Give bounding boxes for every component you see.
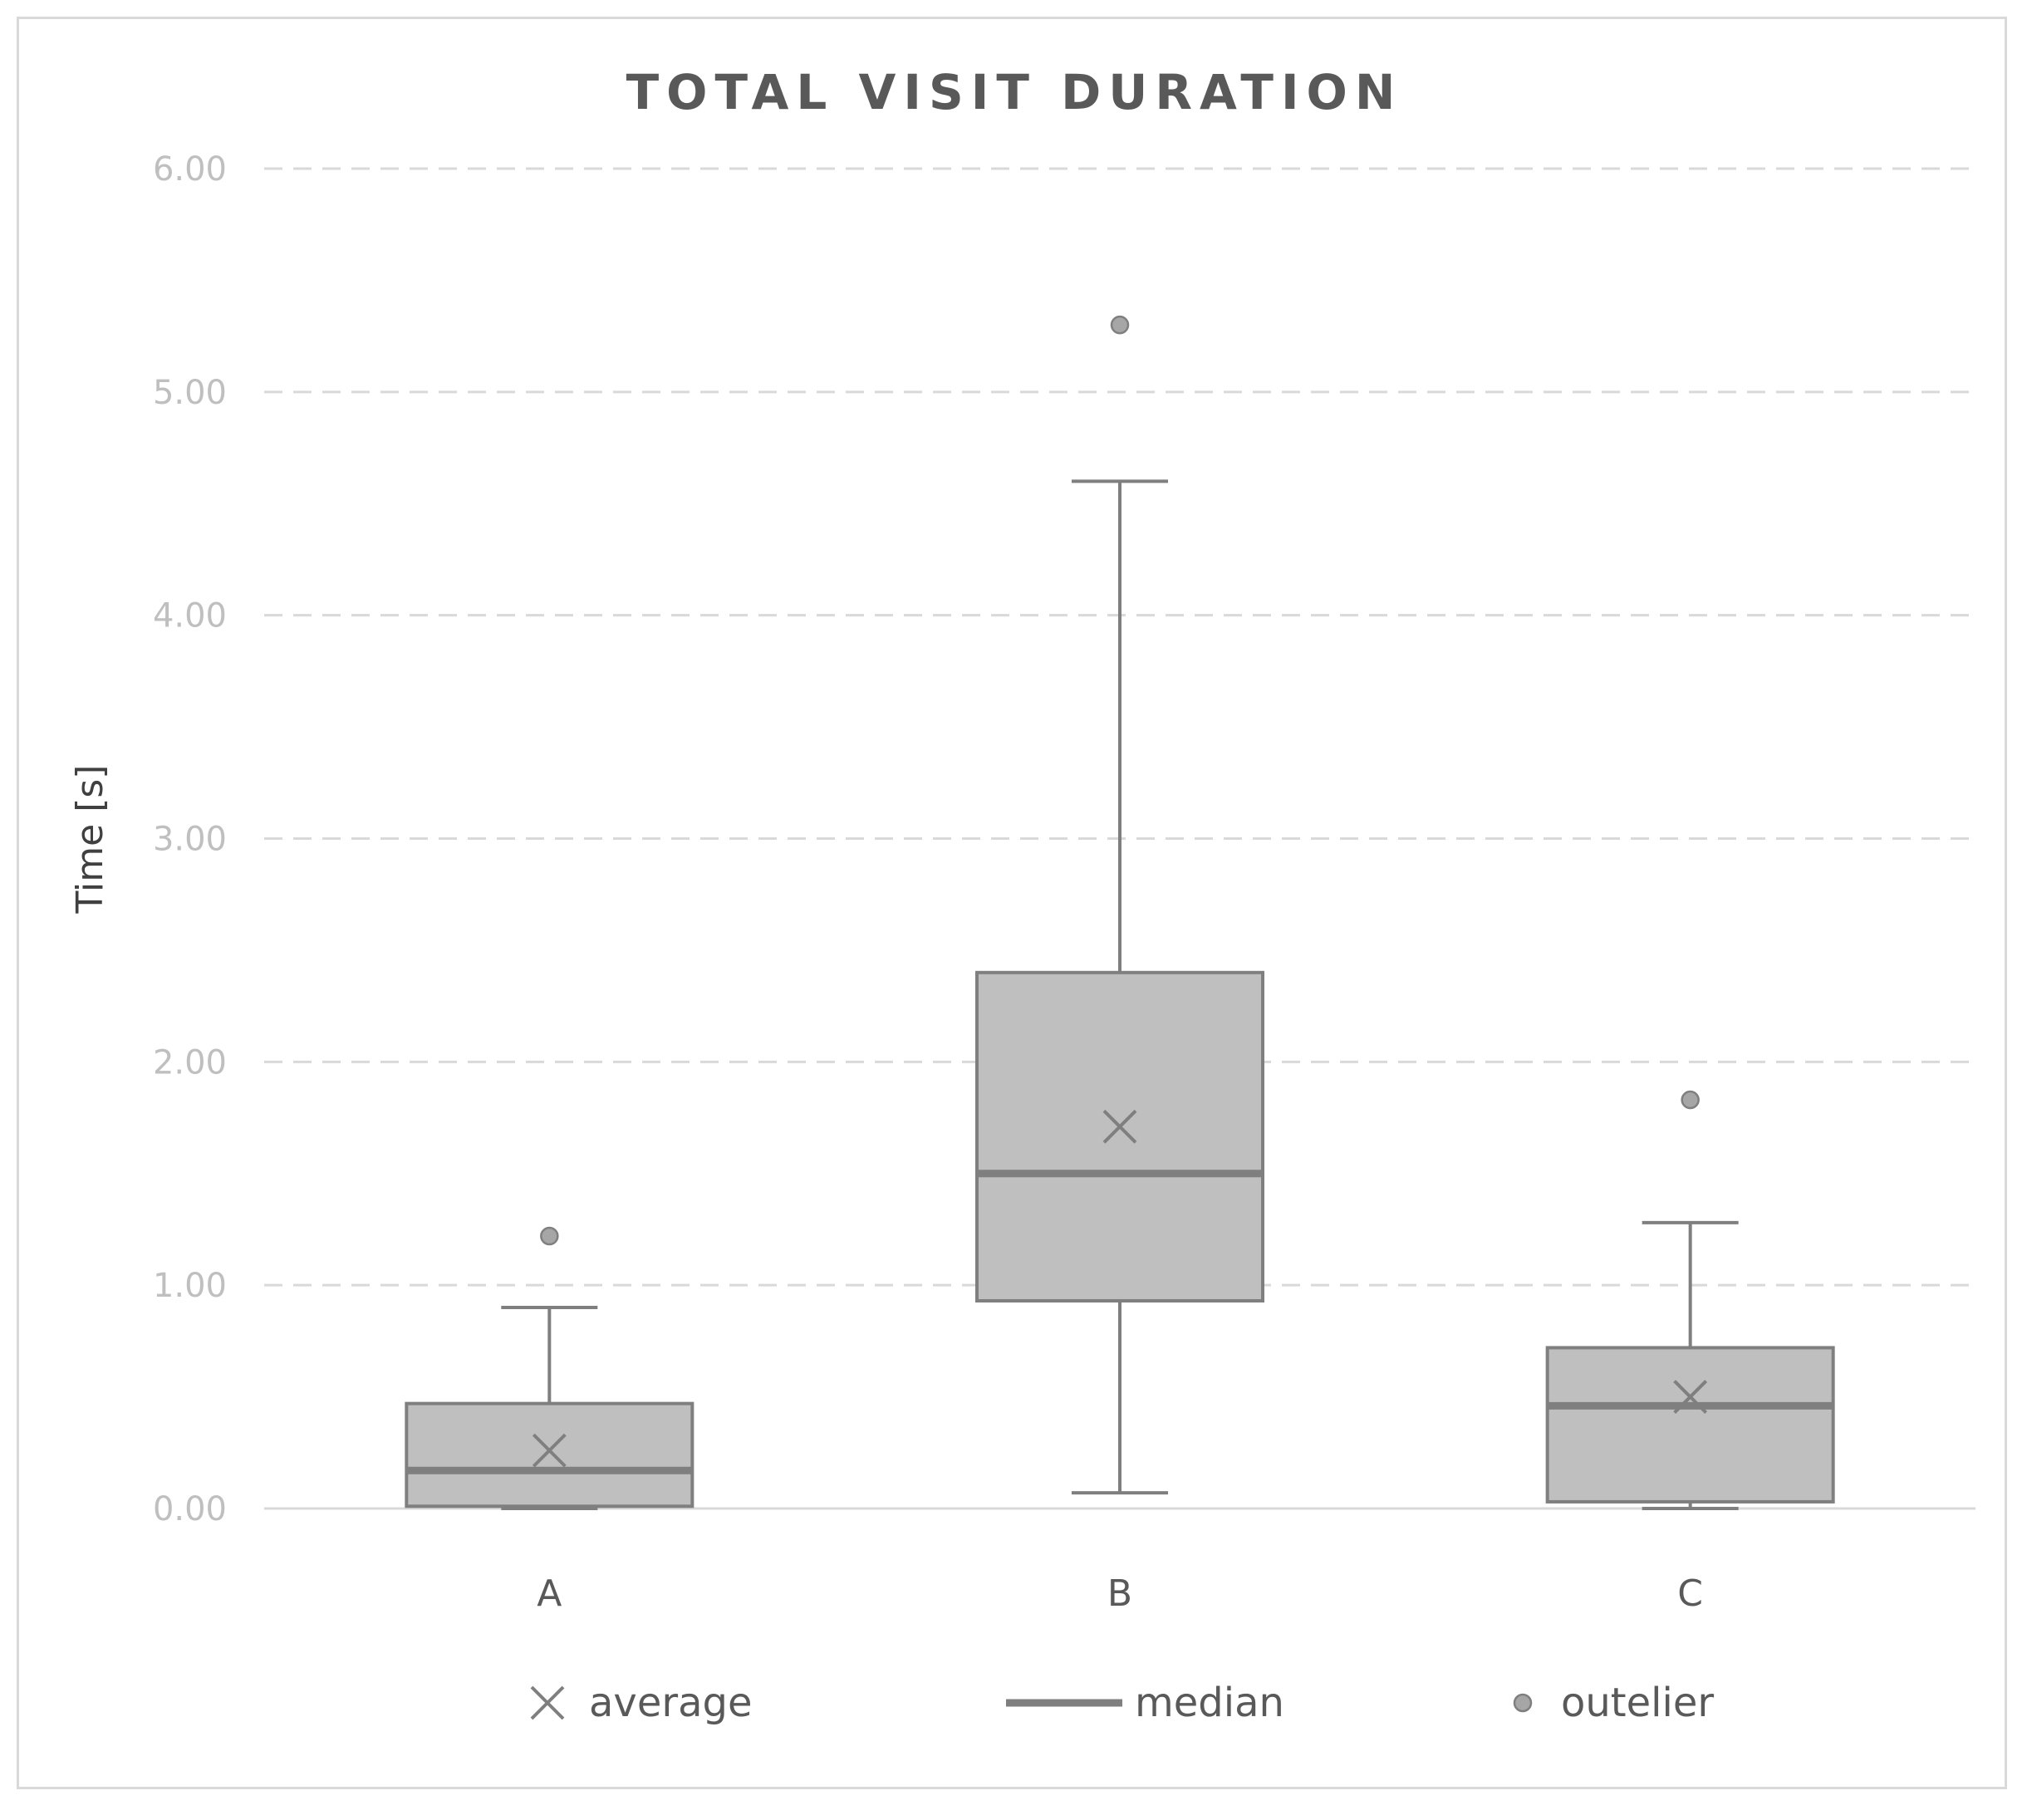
chart-title: TOTAL VISIT DURATION [626,64,1403,120]
chart-frame: TOTAL VISIT DURATION 0.00 1.00 2.00 3.00 4.00… [17,17,2007,1789]
box-a [405,1401,694,1508]
y-tick-label: 2.00 [153,1043,227,1082]
y-tick-label: 5.00 [153,374,227,412]
legend-average-icon-stroke [530,1685,565,1720]
average-marker-stroke [532,1433,567,1468]
x-category-label: B [1107,1572,1132,1615]
average-marker-stroke [1673,1380,1708,1414]
legend-outlier-icon [1513,1693,1533,1713]
average-marker [1673,1380,1708,1414]
y-tick-label: 6.00 [153,150,227,189]
box-b [975,970,1264,1302]
average-marker-stroke [1102,1109,1137,1144]
outlier-point [1110,315,1130,335]
y-tick-label: 1.00 [153,1267,227,1305]
legend-label-outlier: outelier [1561,1680,1714,1726]
y-tick-label: 3.00 [153,821,227,859]
average-marker [1102,1109,1137,1144]
box-plot-chart: TOTAL VISIT DURATION 0.00 1.00 2.00 3.00 4.00… [69,64,1975,1726]
y-tick-label: 0.00 [153,1490,227,1528]
legend-label-average: average [589,1680,753,1726]
outlier-point [540,1226,559,1246]
y-axis-label: Time [s] [69,765,111,915]
x-category-label: A [537,1572,562,1615]
outlier-point [1681,1090,1700,1110]
box-c [1545,1346,1835,1504]
legend-average-icon [530,1685,565,1720]
x-category-label: C [1677,1572,1703,1615]
legend-label-median: median [1135,1680,1284,1726]
y-tick-label: 4.00 [153,597,227,635]
average-marker [532,1433,567,1468]
